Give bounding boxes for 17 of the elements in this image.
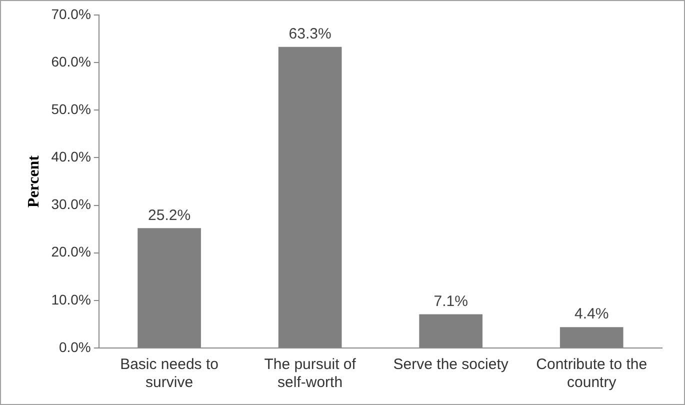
y-tick-label: 70.0% xyxy=(51,6,91,22)
x-tick-label: Basic needs to survive xyxy=(120,356,218,392)
data-label: 25.2% xyxy=(148,206,191,224)
x-tick-label: The pursuit of self-worth xyxy=(264,356,357,392)
data-label: 7.1% xyxy=(434,292,468,310)
y-tick-label: 10.0% xyxy=(51,291,91,308)
y-tick-label: 50.0% xyxy=(51,101,91,117)
y-tick-label: 40.0% xyxy=(51,148,91,165)
y-tick-label: 0.0% xyxy=(58,338,91,355)
data-label: 63.3% xyxy=(288,26,332,43)
x-tick-label: Contribute to the country xyxy=(536,356,648,392)
y-tick-label: 20.0% xyxy=(51,244,91,260)
y-tick-label: 60.0% xyxy=(51,53,91,70)
x-tick-label: Serve the society xyxy=(393,356,509,374)
y-axis-title: Percent xyxy=(26,154,43,208)
data-label: 4.4% xyxy=(574,306,609,323)
y-tick-label: 30.0% xyxy=(51,196,91,212)
